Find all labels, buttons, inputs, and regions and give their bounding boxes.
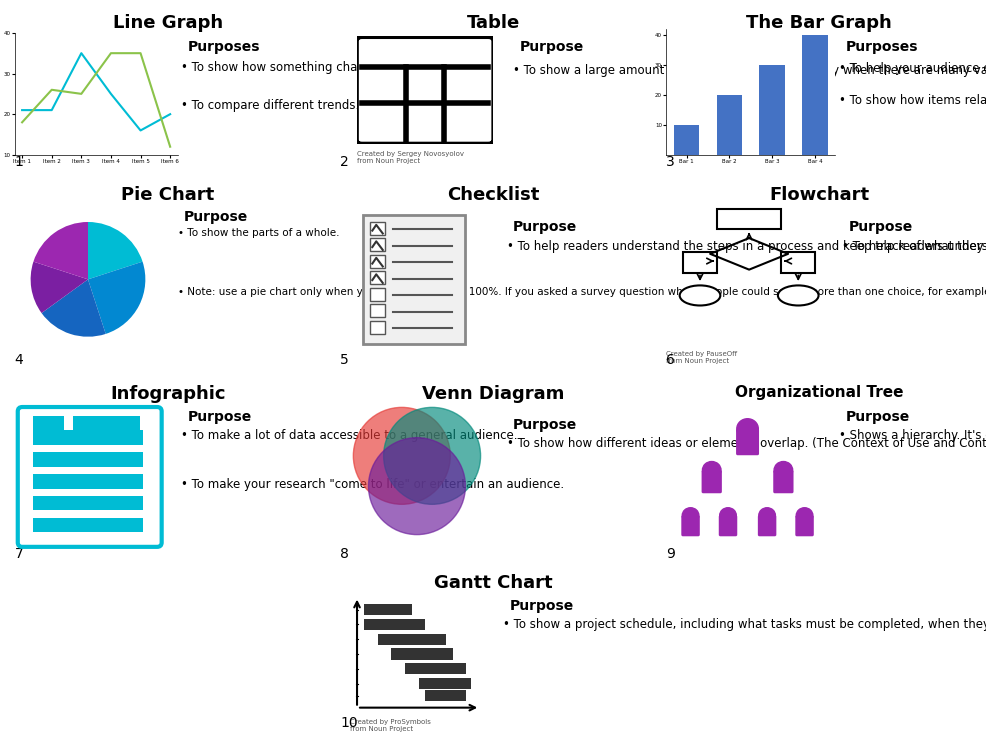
Text: 9: 9 bbox=[666, 548, 674, 562]
Text: • To help readers understand the steps in a process or a procedure.: • To help readers understand the steps i… bbox=[841, 240, 986, 253]
Text: • Shows a hierarchy. It's often used to show the structure of an organization (w: • Shows a hierarchy. It's often used to … bbox=[838, 429, 986, 442]
Text: • Note: use a pie chart only when your data adds up to 100%. If you asked a surv: • Note: use a pie chart only when your d… bbox=[177, 287, 986, 298]
Text: Purpose: Purpose bbox=[848, 220, 912, 234]
Text: • To make your research "come to life" or entertain an audience.: • To make your research "come to life" o… bbox=[180, 478, 563, 491]
Text: 4: 4 bbox=[15, 353, 24, 367]
Text: The Bar Graph: The Bar Graph bbox=[745, 14, 891, 32]
Text: Created by ProSymbols
from Noun Project: Created by ProSymbols from Noun Project bbox=[350, 719, 431, 732]
Text: Line Graph: Line Graph bbox=[112, 14, 223, 32]
Text: • To show how different ideas or elements overlap. (The Context of Use and Conte: • To show how different ideas or element… bbox=[506, 437, 986, 450]
Text: 2: 2 bbox=[340, 155, 349, 169]
Text: 8: 8 bbox=[340, 548, 349, 562]
Text: 10: 10 bbox=[340, 716, 358, 731]
Text: 3: 3 bbox=[666, 155, 674, 169]
Text: • To show a project schedule, including what tasks must be completed, when they : • To show a project schedule, including … bbox=[503, 618, 986, 631]
Text: Flowchart: Flowchart bbox=[768, 186, 869, 204]
Text: Purposes: Purposes bbox=[844, 40, 917, 54]
Text: Checklist: Checklist bbox=[447, 186, 539, 204]
Text: 7: 7 bbox=[15, 548, 24, 562]
Text: Created by Sergey Novosyolov
from Noun Project: Created by Sergey Novosyolov from Noun P… bbox=[356, 151, 463, 165]
Text: Purpose: Purpose bbox=[187, 410, 251, 424]
Text: Purpose: Purpose bbox=[844, 410, 908, 424]
Text: Gantt Chart: Gantt Chart bbox=[434, 574, 552, 592]
Text: Purposes: Purposes bbox=[187, 40, 259, 54]
Text: Organizational Tree: Organizational Tree bbox=[735, 384, 902, 400]
Text: Pie Chart: Pie Chart bbox=[121, 186, 214, 204]
Text: Purpose: Purpose bbox=[513, 220, 577, 234]
Text: • To show how something changed over time.: • To show how something changed over tim… bbox=[180, 61, 451, 74]
Text: Purpose: Purpose bbox=[183, 209, 248, 223]
Text: Purpose: Purpose bbox=[513, 417, 577, 431]
Text: • To show a large amount of numerical data, especially when there are many varia: • To show a large amount of numerical da… bbox=[513, 64, 986, 77]
Text: • To help readers understand the steps in a process and keep track of what they : • To help readers understand the steps i… bbox=[506, 240, 986, 253]
Text: Venn Diagram: Venn Diagram bbox=[422, 384, 564, 403]
Text: Infographic: Infographic bbox=[109, 384, 226, 403]
Text: Table: Table bbox=[466, 14, 520, 32]
Text: • To compare different trends.: • To compare different trends. bbox=[180, 99, 359, 112]
Text: • To show the parts of a whole.: • To show the parts of a whole. bbox=[177, 228, 339, 237]
Text: Purpose: Purpose bbox=[509, 599, 574, 613]
Text: • To make a lot of data accessible to a general audience.: • To make a lot of data accessible to a … bbox=[180, 429, 517, 442]
Text: 1: 1 bbox=[15, 155, 24, 169]
Text: Purpose: Purpose bbox=[519, 40, 583, 54]
Text: 6: 6 bbox=[666, 353, 674, 367]
Text: • To show how items relate to one another.: • To show how items relate to one anothe… bbox=[838, 94, 986, 107]
Text: 5: 5 bbox=[340, 353, 349, 367]
Text: • To help your audience compare numbers.: • To help your audience compare numbers. bbox=[838, 62, 986, 76]
Text: Created by PauseOff
from Noun Project: Created by PauseOff from Noun Project bbox=[666, 351, 737, 364]
